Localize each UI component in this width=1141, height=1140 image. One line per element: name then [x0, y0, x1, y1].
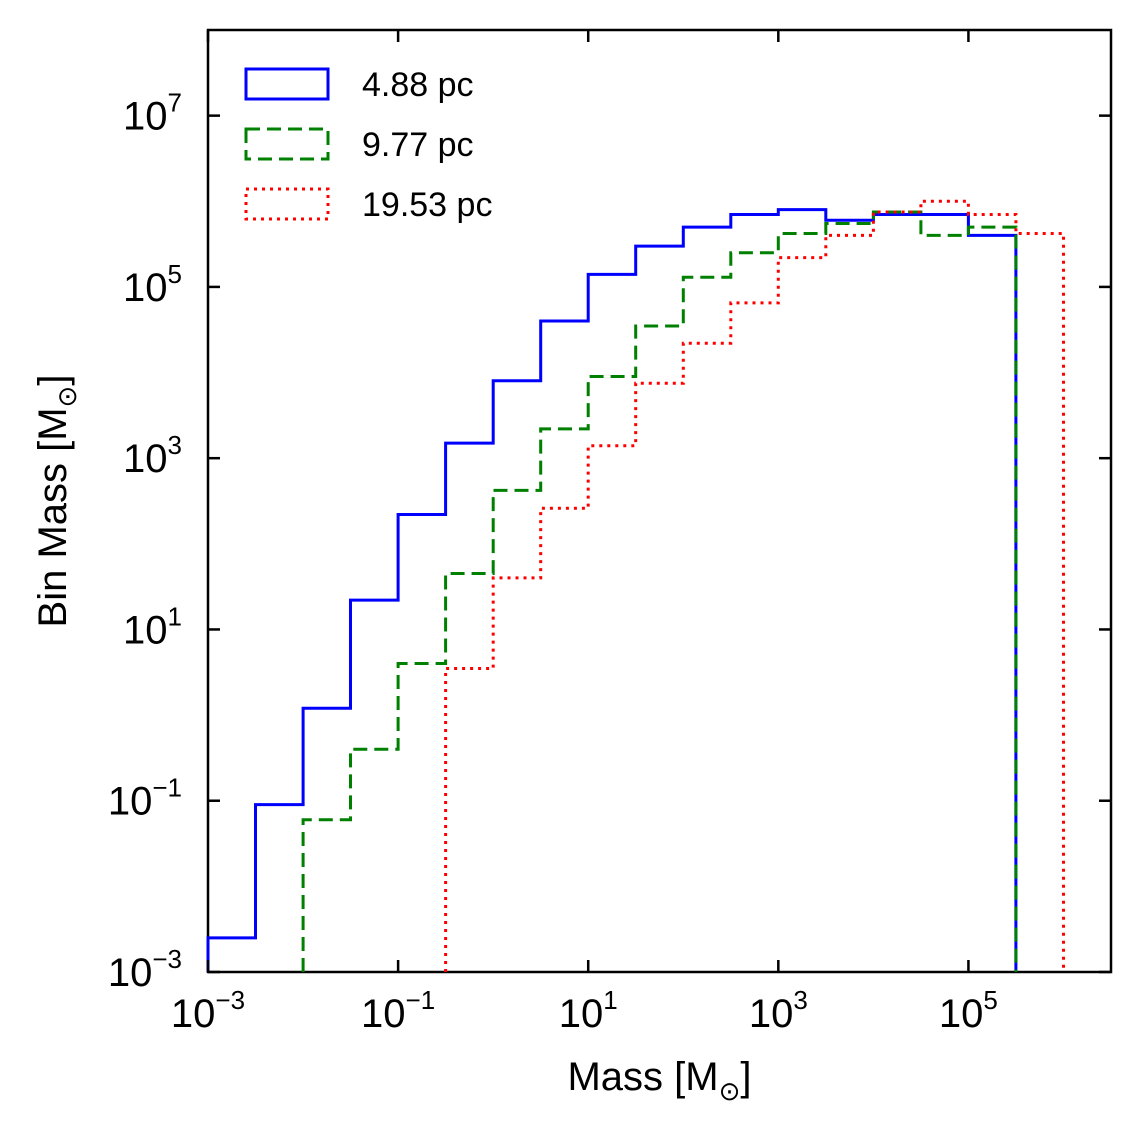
- y-tick-label: 10−3: [108, 944, 182, 995]
- y-tick-label: 105: [123, 259, 182, 310]
- legend-label-3: 19.53 pc: [362, 186, 492, 224]
- legend-label-2: 9.77 pc: [362, 126, 474, 164]
- y-tick-label: 101: [123, 601, 182, 652]
- series-2-step-line: [301, 210, 1018, 972]
- y-tick-label: 107: [123, 88, 182, 139]
- legend-swatch-3: [244, 187, 330, 221]
- x-axis-unit-symbol: ⊙: [719, 1076, 741, 1106]
- series-1-step-line: [206, 208, 1018, 972]
- series-3-step-line: [444, 199, 1065, 972]
- y-axis-unit-symbol: ⊙: [52, 386, 82, 408]
- y-tick-label: 103: [123, 430, 182, 481]
- axis-layer: 10−3 10−1 101 103 105 10−3 10−1 101 103 105 107: [108, 30, 1111, 1036]
- legend-swatch-2: [244, 127, 330, 161]
- x-tick-label: 10−1: [361, 985, 435, 1036]
- x-axis-title-close: ]: [740, 1055, 751, 1099]
- plot-frame: [206, 28, 1113, 974]
- x-tick-label: 103: [749, 985, 808, 1036]
- series-layer: [206, 199, 1065, 972]
- y-tick-label: 10−1: [108, 773, 182, 824]
- x-tick-label: 10−3: [171, 985, 245, 1036]
- x-axis-title: Mass [M⊙]: [567, 1055, 751, 1106]
- y-axis-title: Bin Mass [M⊙]: [31, 375, 82, 628]
- y-axis-title-close: ]: [31, 375, 75, 386]
- legend-label-1: 4.88 pc: [362, 66, 474, 104]
- x-tick-label: 105: [939, 985, 998, 1036]
- x-tick-label: 101: [559, 985, 618, 1036]
- legend-swatch-1: [244, 67, 330, 101]
- legend: 4.88 pc 9.77 pc 19.53 pc: [244, 66, 492, 224]
